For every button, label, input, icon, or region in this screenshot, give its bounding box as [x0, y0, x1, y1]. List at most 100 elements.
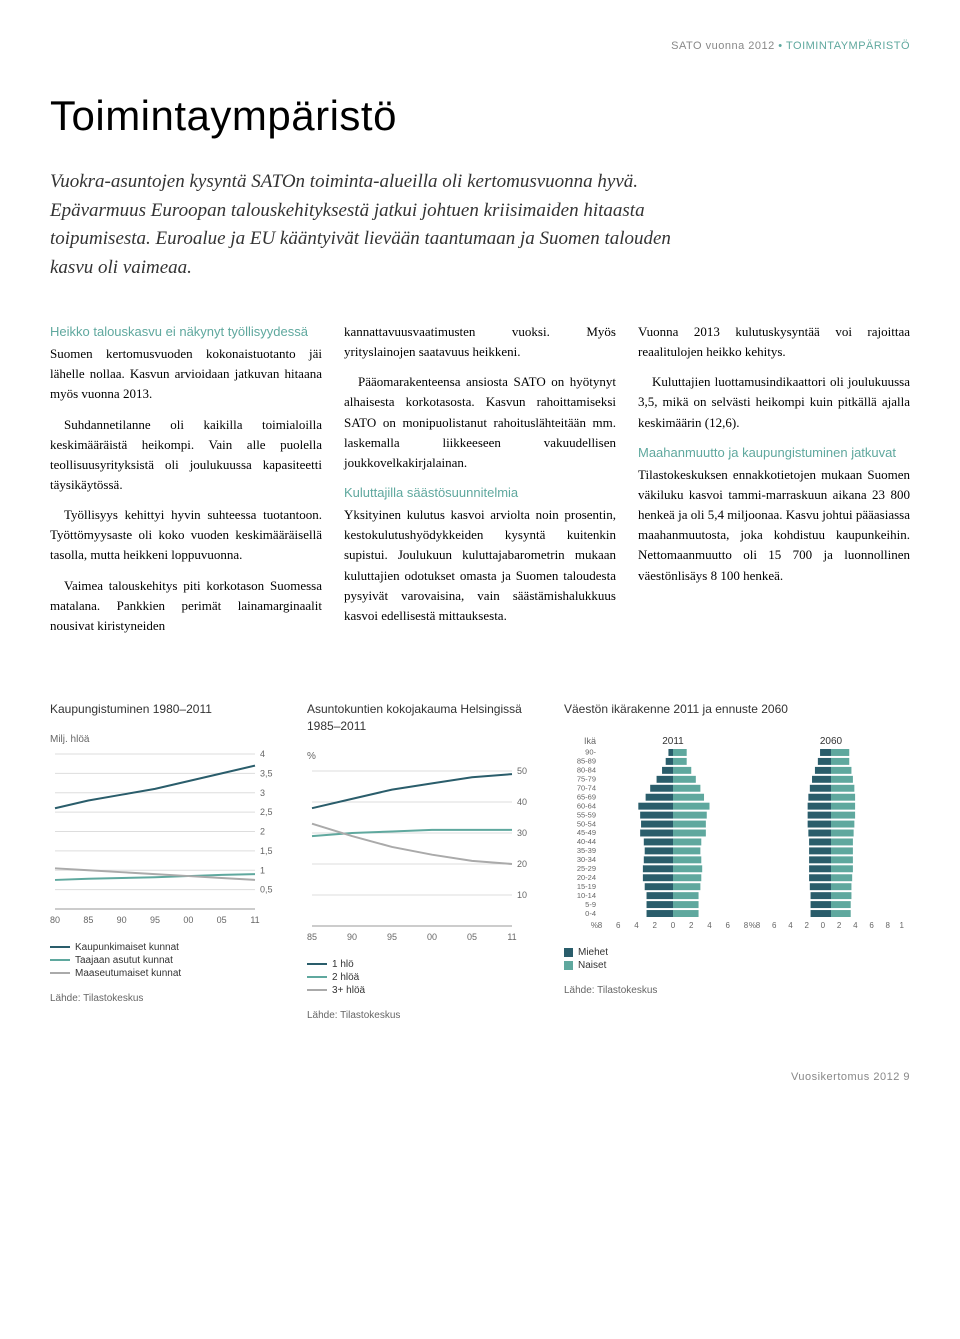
- body-columns: Heikko talouskasvu ei näkynyt työllisyyd…: [50, 322, 910, 646]
- col2-p2: Pääomarakenteensa ansiosta SATO on hyöty…: [344, 372, 616, 473]
- col3-p2: Kuluttajien luottamusindikaattori oli jo…: [638, 372, 910, 432]
- col1-p2: Suhdannetilanne oli kaikilla toimialoill…: [50, 415, 322, 496]
- legend-item: Taajaan asutut kunnat: [50, 955, 285, 966]
- svg-text:50-54: 50-54: [577, 819, 596, 828]
- svg-text:4: 4: [853, 921, 858, 930]
- legend-item: Kaupunkimaiset kunnat: [50, 942, 285, 953]
- chart2-block: Asuntokuntien kokojakauma Helsingissä 19…: [307, 701, 542, 1021]
- svg-text:35-39: 35-39: [577, 846, 596, 855]
- chart1-svg: 0,511,522,533,5480859095000511: [50, 749, 285, 929]
- svg-text:80: 80: [50, 915, 60, 925]
- svg-text:10: 10: [900, 921, 904, 930]
- chart3-block: Väestön ikärakenne 2011 ja ennuste 2060 …: [564, 701, 910, 1021]
- chart1-ylabel: Milj. hlöä: [50, 734, 285, 745]
- svg-text:90-: 90-: [585, 747, 596, 756]
- svg-text:20-24: 20-24: [577, 873, 596, 882]
- svg-text:3,5: 3,5: [260, 768, 273, 778]
- svg-text:6: 6: [869, 921, 874, 930]
- svg-text:0: 0: [671, 921, 676, 930]
- svg-text:30: 30: [517, 828, 527, 838]
- svg-text:2011: 2011: [662, 736, 684, 747]
- svg-text:4: 4: [634, 921, 639, 930]
- subhead-3: Maahanmuutto ja kaupungistuminen jatkuva…: [638, 443, 910, 463]
- svg-text:95: 95: [150, 915, 160, 925]
- legend-item: Miehet: [564, 947, 910, 958]
- legend-item: Naiset: [564, 960, 910, 971]
- col1-p3: Työllisyys kehittyi hyvin suhteessa tuot…: [50, 505, 322, 565]
- svg-text:45-49: 45-49: [577, 828, 596, 837]
- chart2-source: Lähde: Tilastokeskus: [307, 1010, 542, 1021]
- chart2-title: Asuntokuntien kokojakauma Helsingissä 19…: [307, 701, 542, 735]
- page-title: Toimintaympäristö: [50, 92, 910, 140]
- svg-text:4: 4: [788, 921, 793, 930]
- svg-text:60-64: 60-64: [577, 801, 596, 810]
- svg-text:8: 8: [756, 921, 761, 930]
- svg-text:40-44: 40-44: [577, 837, 596, 846]
- legend-item: 3+ hlöä: [307, 985, 542, 996]
- svg-text:2: 2: [804, 921, 809, 930]
- svg-text:80-84: 80-84: [577, 765, 596, 774]
- svg-text:6: 6: [772, 921, 777, 930]
- svg-text:15-19: 15-19: [577, 882, 596, 891]
- chart2-svg: 1020304050859095000511: [307, 766, 542, 946]
- chart3-legend: Miehet Naiset: [564, 947, 910, 971]
- subhead-1: Heikko talouskasvu ei näkynyt työllisyyd…: [50, 322, 322, 342]
- svg-text:8: 8: [886, 921, 891, 930]
- svg-text:2,5: 2,5: [260, 807, 273, 817]
- svg-text:70-74: 70-74: [577, 783, 596, 792]
- charts-row: Kaupungistuminen 1980–2011 Milj. hlöä 0,…: [50, 701, 910, 1021]
- svg-text:05: 05: [217, 915, 227, 925]
- svg-text:4: 4: [260, 749, 265, 759]
- svg-text:95: 95: [387, 932, 397, 942]
- svg-text:2060: 2060: [820, 736, 843, 747]
- svg-text:2: 2: [260, 826, 265, 836]
- chart3-source: Lähde: Tilastokeskus: [564, 985, 910, 996]
- svg-text:2: 2: [689, 921, 694, 930]
- svg-text:65-69: 65-69: [577, 792, 596, 801]
- chart1-block: Kaupungistuminen 1980–2011 Milj. hlöä 0,…: [50, 701, 285, 1021]
- svg-text:8: 8: [598, 921, 603, 930]
- running-header: SATO vuonna 2012 • TOIMINTAYMPÄRISTÖ: [50, 40, 910, 52]
- svg-text:75-79: 75-79: [577, 774, 596, 783]
- column-2: kannattavuusvaatimusten vuoksi. Myös yri…: [344, 322, 616, 646]
- column-1: Heikko talouskasvu ei näkynyt työllisyyd…: [50, 322, 322, 646]
- svg-text:10-14: 10-14: [577, 891, 596, 900]
- svg-text:2: 2: [653, 921, 658, 930]
- svg-text:85: 85: [83, 915, 93, 925]
- page-footer: Vuosikertomus 2012 9: [50, 1071, 910, 1083]
- lead-paragraph: Vuokra-asuntojen kysyntä SATOn toiminta-…: [50, 168, 690, 282]
- svg-text:85: 85: [307, 932, 317, 942]
- svg-text:55-59: 55-59: [577, 810, 596, 819]
- svg-text:00: 00: [427, 932, 437, 942]
- svg-text:3: 3: [260, 788, 265, 798]
- legend-item: 1 hlö: [307, 959, 542, 970]
- svg-text:50: 50: [517, 766, 527, 776]
- svg-text:6: 6: [726, 921, 731, 930]
- svg-text:5-9: 5-9: [585, 900, 596, 909]
- svg-text:0-4: 0-4: [585, 909, 596, 918]
- chart1-title: Kaupungistuminen 1980–2011: [50, 701, 285, 718]
- svg-text:30-34: 30-34: [577, 855, 596, 864]
- svg-text:Ikä: Ikä: [584, 736, 596, 746]
- svg-text:25-29: 25-29: [577, 864, 596, 873]
- svg-text:20: 20: [517, 859, 527, 869]
- chart3-svg: Ikä90-85-8980-8475-7970-7465-6960-6455-5…: [564, 734, 904, 934]
- svg-text:11: 11: [250, 915, 259, 925]
- svg-text:4: 4: [707, 921, 712, 930]
- col3-p3: Tilastokeskuksen ennakkotietojen mukaan …: [638, 465, 910, 586]
- col2-p3: Yksityinen kulutus kasvoi arviolta noin …: [344, 505, 616, 626]
- col1-p1: Suomen kertomusvuoden kokonaistuotanto j…: [50, 344, 322, 404]
- svg-text:1,5: 1,5: [260, 846, 273, 856]
- col3-p1: Vuonna 2013 kulutuskysyntää voi rajoitta…: [638, 322, 910, 362]
- svg-text:40: 40: [517, 797, 527, 807]
- header-teal: • TOIMINTAYMPÄRISTÖ: [778, 40, 910, 52]
- svg-text:0: 0: [821, 921, 826, 930]
- svg-text:2: 2: [837, 921, 842, 930]
- col1-p4: Vaimea talouskehitys piti korkotason Suo…: [50, 576, 322, 636]
- svg-text:90: 90: [347, 932, 357, 942]
- svg-text:11: 11: [507, 932, 516, 942]
- chart1-legend: Kaupunkimaiset kunnat Taajaan asutut kunn…: [50, 942, 285, 979]
- svg-text:90: 90: [117, 915, 127, 925]
- svg-text:00: 00: [183, 915, 193, 925]
- column-3: Vuonna 2013 kulutuskysyntää voi rajoitta…: [638, 322, 910, 646]
